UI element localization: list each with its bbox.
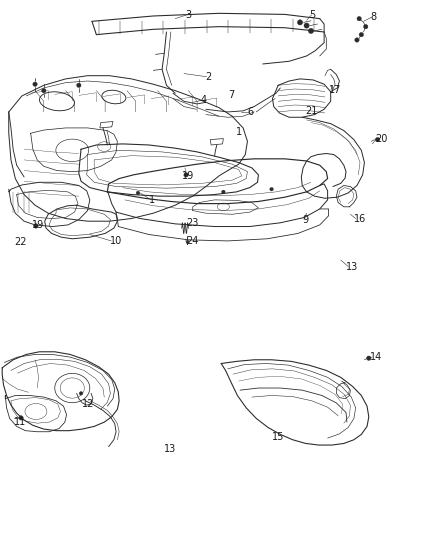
Text: 1: 1 bbox=[149, 195, 155, 205]
Text: 16: 16 bbox=[354, 214, 366, 223]
Text: 7: 7 bbox=[229, 90, 235, 100]
Ellipse shape bbox=[364, 25, 368, 29]
Ellipse shape bbox=[184, 173, 188, 177]
Ellipse shape bbox=[375, 138, 380, 142]
Ellipse shape bbox=[42, 88, 46, 93]
Ellipse shape bbox=[79, 392, 83, 395]
Text: 24: 24 bbox=[186, 236, 198, 246]
Ellipse shape bbox=[222, 190, 225, 193]
Text: 17: 17 bbox=[329, 85, 342, 94]
Text: 6: 6 bbox=[247, 107, 254, 117]
Text: 2: 2 bbox=[205, 72, 211, 82]
Text: 5: 5 bbox=[310, 10, 316, 20]
Text: 19: 19 bbox=[182, 171, 194, 181]
Ellipse shape bbox=[270, 188, 273, 191]
Text: 9: 9 bbox=[302, 215, 308, 224]
Text: 10: 10 bbox=[110, 236, 122, 246]
Ellipse shape bbox=[19, 416, 23, 420]
Text: 22: 22 bbox=[14, 237, 27, 247]
Text: 21: 21 bbox=[306, 106, 318, 116]
Ellipse shape bbox=[136, 191, 140, 195]
Text: 15: 15 bbox=[272, 432, 284, 442]
Text: 13: 13 bbox=[346, 262, 358, 271]
Text: 4: 4 bbox=[201, 95, 207, 105]
Text: 1: 1 bbox=[236, 127, 242, 137]
Ellipse shape bbox=[33, 82, 37, 86]
Text: 3: 3 bbox=[185, 10, 191, 20]
Text: 11: 11 bbox=[14, 417, 26, 427]
Text: 23: 23 bbox=[186, 218, 198, 228]
Text: 19: 19 bbox=[32, 220, 44, 230]
Ellipse shape bbox=[359, 33, 364, 37]
Ellipse shape bbox=[34, 224, 38, 228]
Text: 14: 14 bbox=[370, 352, 382, 362]
Ellipse shape bbox=[367, 356, 371, 360]
Ellipse shape bbox=[355, 38, 359, 42]
Text: 12: 12 bbox=[82, 399, 95, 409]
Ellipse shape bbox=[304, 23, 309, 28]
Ellipse shape bbox=[308, 28, 314, 34]
Text: 20: 20 bbox=[375, 134, 387, 143]
Ellipse shape bbox=[77, 83, 81, 87]
Ellipse shape bbox=[297, 20, 303, 25]
Ellipse shape bbox=[357, 17, 361, 21]
Text: 13: 13 bbox=[164, 444, 176, 454]
Text: 8: 8 bbox=[370, 12, 376, 22]
